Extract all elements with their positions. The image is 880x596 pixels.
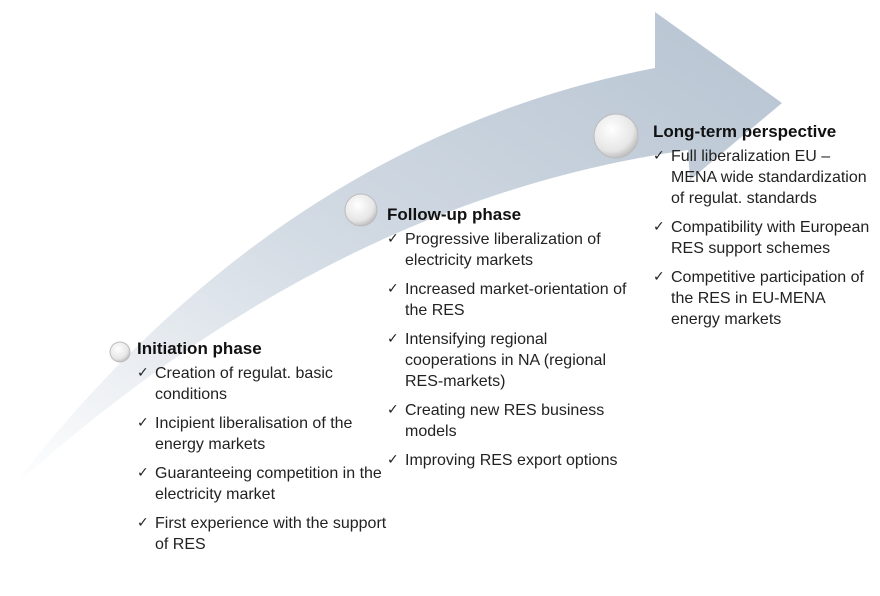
phase-marker: [344, 193, 378, 227]
item: Progressive liberalization of electricit…: [387, 229, 627, 271]
item: First experience with the support of RES: [137, 513, 387, 555]
phase-title: Long-term perspective: [653, 122, 837, 141]
item: Full liberalization EU – MENA wide stand…: [653, 146, 875, 209]
item: Creation of regulat. basic conditions: [137, 363, 387, 405]
item: Creating new RES business models: [387, 400, 627, 442]
phase-title: Initiation phase: [137, 339, 262, 358]
item-list: Progressive liberalization of electricit…: [387, 229, 627, 471]
phase-title: Follow-up phase: [387, 205, 522, 224]
phase-marker: [593, 113, 639, 159]
item: Compatibility with European RES support …: [653, 217, 875, 259]
phase: Long-term perspective Full liberalization…: [653, 122, 875, 338]
item: Improving RES export options: [387, 450, 627, 471]
item: Intensifying regional cooperations in NA…: [387, 329, 627, 392]
item: Incipient liberalisation of the energy m…: [137, 413, 387, 455]
item: Competitive participation of the RES in …: [653, 267, 875, 330]
item: Guaranteeing competition in the electric…: [137, 463, 387, 505]
item-list: Creation of regulat. basic conditions Inc…: [137, 363, 387, 555]
phase: Initiation phase Creation of regulat. bas…: [137, 339, 387, 563]
item-list: Full liberalization EU – MENA wide stand…: [653, 146, 875, 330]
phase-marker: [109, 341, 131, 363]
item: Increased market-orientation of the RES: [387, 279, 627, 321]
phase: Follow-up phase Progressive liberalizatio…: [387, 205, 627, 479]
arrow: [10, 12, 782, 490]
